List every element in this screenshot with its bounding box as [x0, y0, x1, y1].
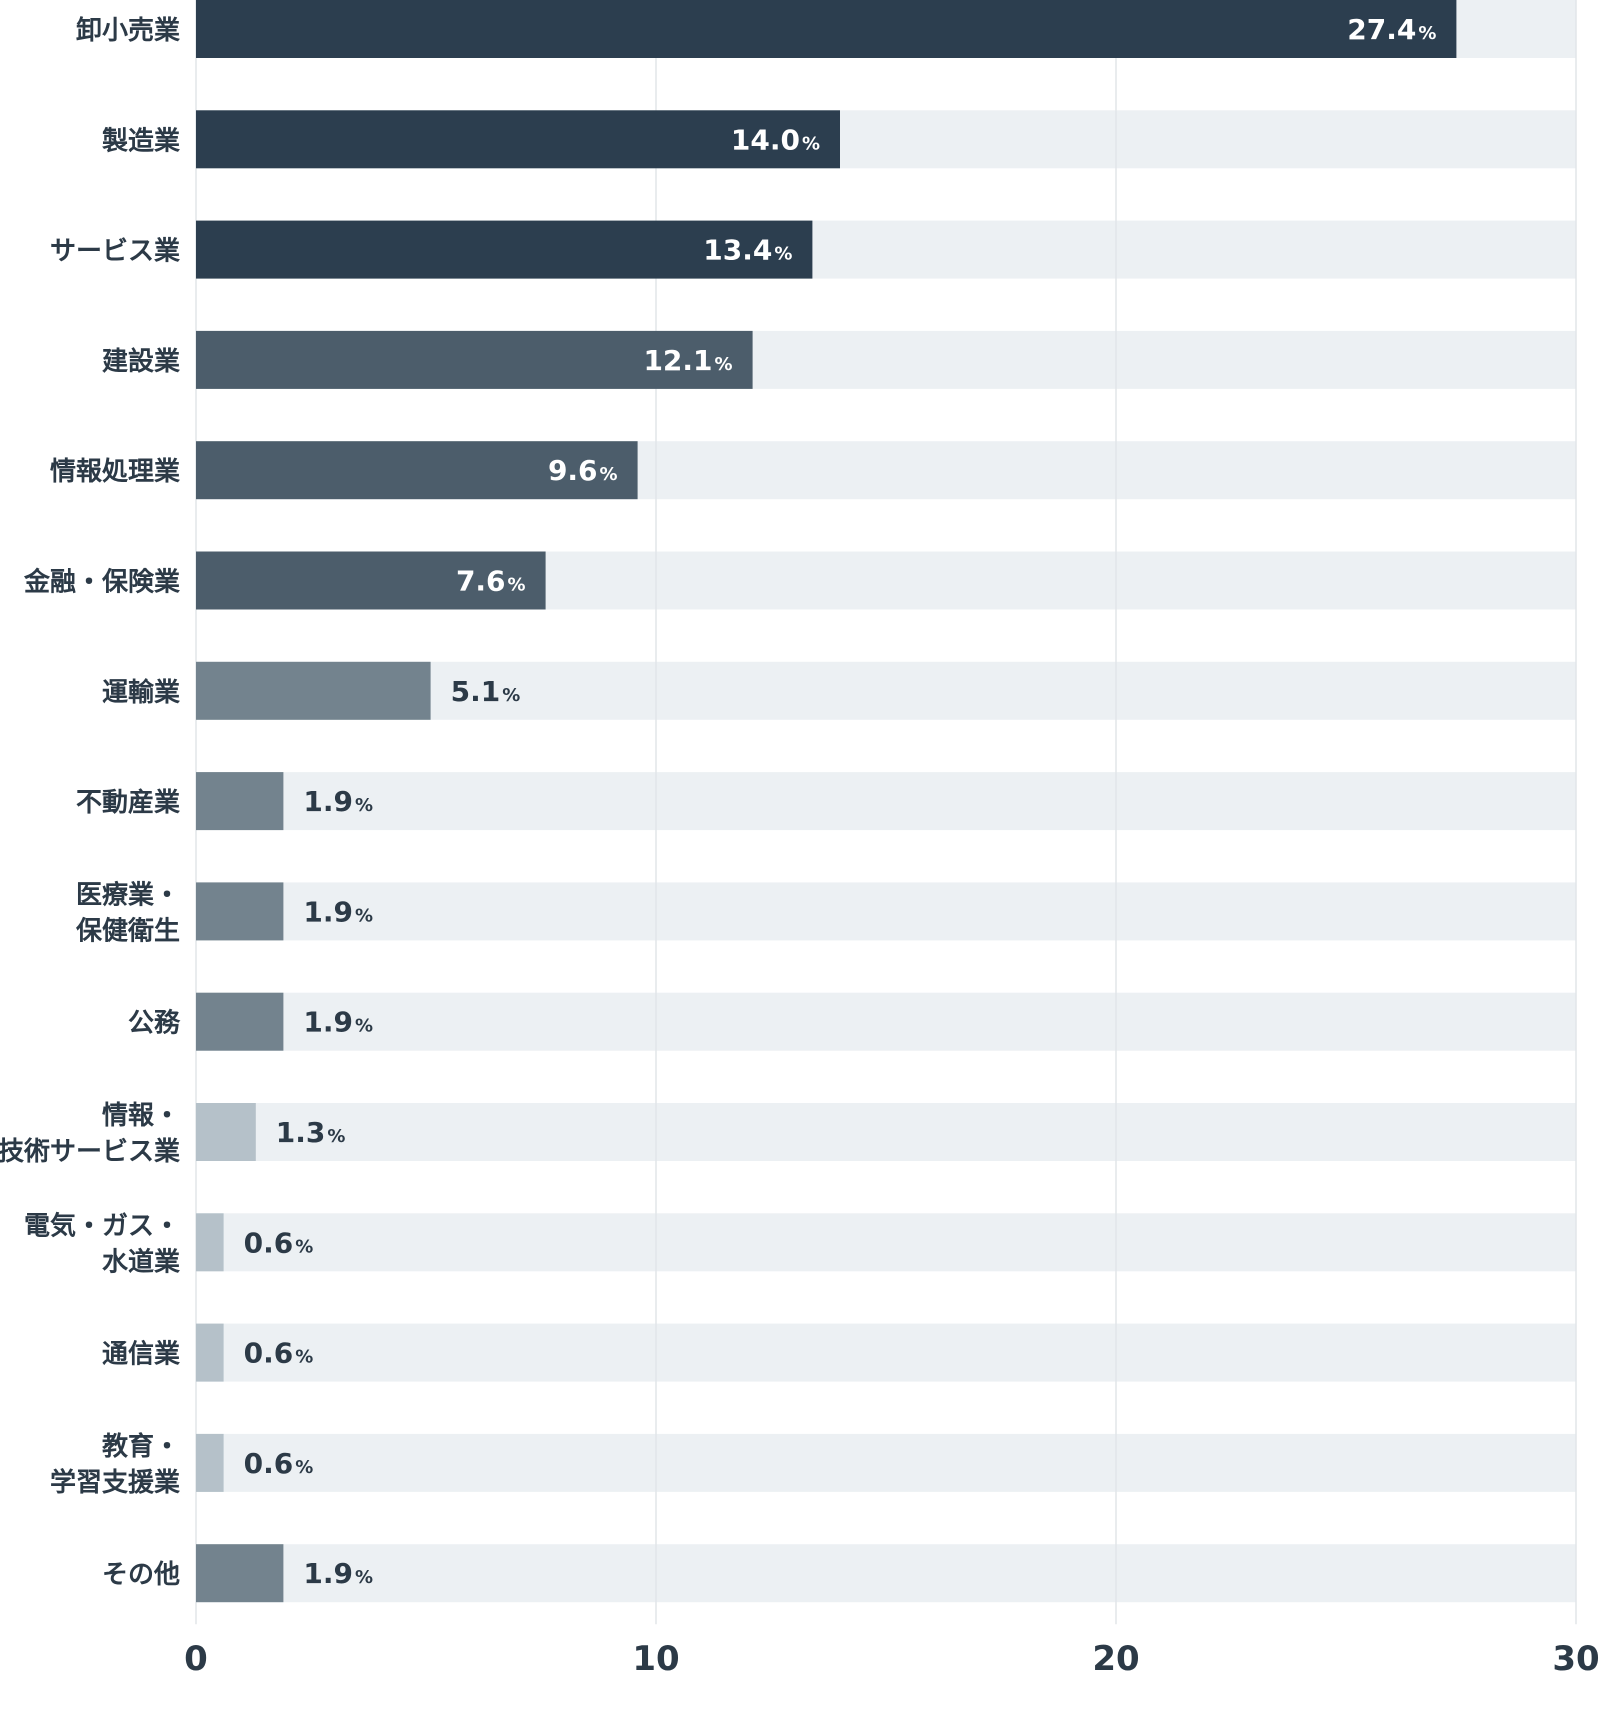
bar-value-label: 14.0%: [731, 123, 820, 156]
bar: [196, 1544, 284, 1603]
x-tick-label: 30: [1552, 1639, 1599, 1679]
bar: [196, 1103, 256, 1161]
category-label: 医療業・: [76, 880, 180, 910]
category-label: その他: [102, 1560, 180, 1590]
category-label: 教育・: [102, 1431, 180, 1462]
category-label: 製造業: [102, 126, 180, 156]
category-label: 保健衛生: [75, 916, 180, 946]
bar-value-label: 13.4%: [703, 234, 792, 267]
category-label: 電気・ガス・: [24, 1210, 180, 1241]
bar-value-label: 0.6%: [244, 1226, 314, 1259]
bar-track: [196, 992, 1576, 1051]
category-label: 水道業: [102, 1246, 180, 1277]
bar: [196, 110, 840, 169]
bar-value-label: 5.1%: [451, 675, 521, 708]
bar: [196, 661, 431, 720]
bar-track: [196, 1433, 1576, 1492]
category-label: 建設業: [102, 346, 180, 377]
x-tick-label: 10: [632, 1639, 679, 1679]
bar: [196, 0, 1457, 58]
x-tick-label: 0: [184, 1639, 208, 1679]
category-label: 金融・保険業: [23, 567, 180, 598]
bar: [196, 330, 753, 389]
bar-value-label: 1.3%: [276, 1116, 346, 1149]
bar-value-label: 9.6%: [548, 454, 618, 487]
category-label: 卸小売業: [76, 15, 180, 46]
bar-value-label: 0.6%: [244, 1337, 314, 1370]
bar-track: [196, 1323, 1576, 1382]
bar: [196, 1433, 224, 1492]
bar: [196, 1323, 224, 1382]
bar: [196, 882, 284, 941]
category-labels: 卸小売業製造業サービス業建設業情報処理業金融・保険業運輸業不動産業医療業・保健衛…: [0, 15, 181, 1590]
bar-track: [196, 1213, 1576, 1272]
x-axis: 0 10 20 30: [184, 1639, 1600, 1679]
bar: [196, 992, 284, 1051]
bar-value-label: 1.9%: [303, 895, 373, 928]
category-label: 学習支援業: [50, 1467, 180, 1498]
x-tick-label: 20: [1092, 1639, 1139, 1679]
bar: [196, 1213, 224, 1272]
category-label: 公務: [128, 1009, 181, 1039]
bar: [196, 551, 546, 610]
bars: 27.4 % 14.0 % 13.4 % 12.1 % 9.6 % 7.6 % 5.1 % 1.9 % 1.9%…: [196, 0, 1457, 1603]
bar-value-label: 27.4%: [1347, 13, 1436, 46]
bar-value-label: 0.6%: [244, 1447, 314, 1480]
bar: [196, 441, 638, 500]
category-label: サービス業: [50, 237, 180, 267]
category-label: 不動産業: [76, 787, 180, 818]
bar-value-label: 1.9%: [303, 1557, 373, 1590]
category-label: 運輸業: [102, 677, 180, 708]
bar-track: [196, 1544, 1576, 1603]
bar-value-label: 1.9%: [303, 1006, 373, 1039]
bar-value-label: 12.1%: [643, 344, 732, 377]
bar-track: [196, 1103, 1576, 1161]
bar: [196, 772, 284, 831]
bar-value-label: 1.9%: [303, 785, 373, 818]
category-label: 情報・: [102, 1101, 180, 1131]
category-label: 情報処理業: [50, 457, 180, 487]
bar-track: [196, 882, 1576, 941]
category-label: 技術サービス業: [0, 1137, 180, 1167]
category-label: 通信業: [102, 1340, 180, 1370]
bar: [196, 220, 813, 279]
bar-track: [196, 772, 1576, 831]
bar-value-label: 7.6%: [456, 565, 526, 598]
